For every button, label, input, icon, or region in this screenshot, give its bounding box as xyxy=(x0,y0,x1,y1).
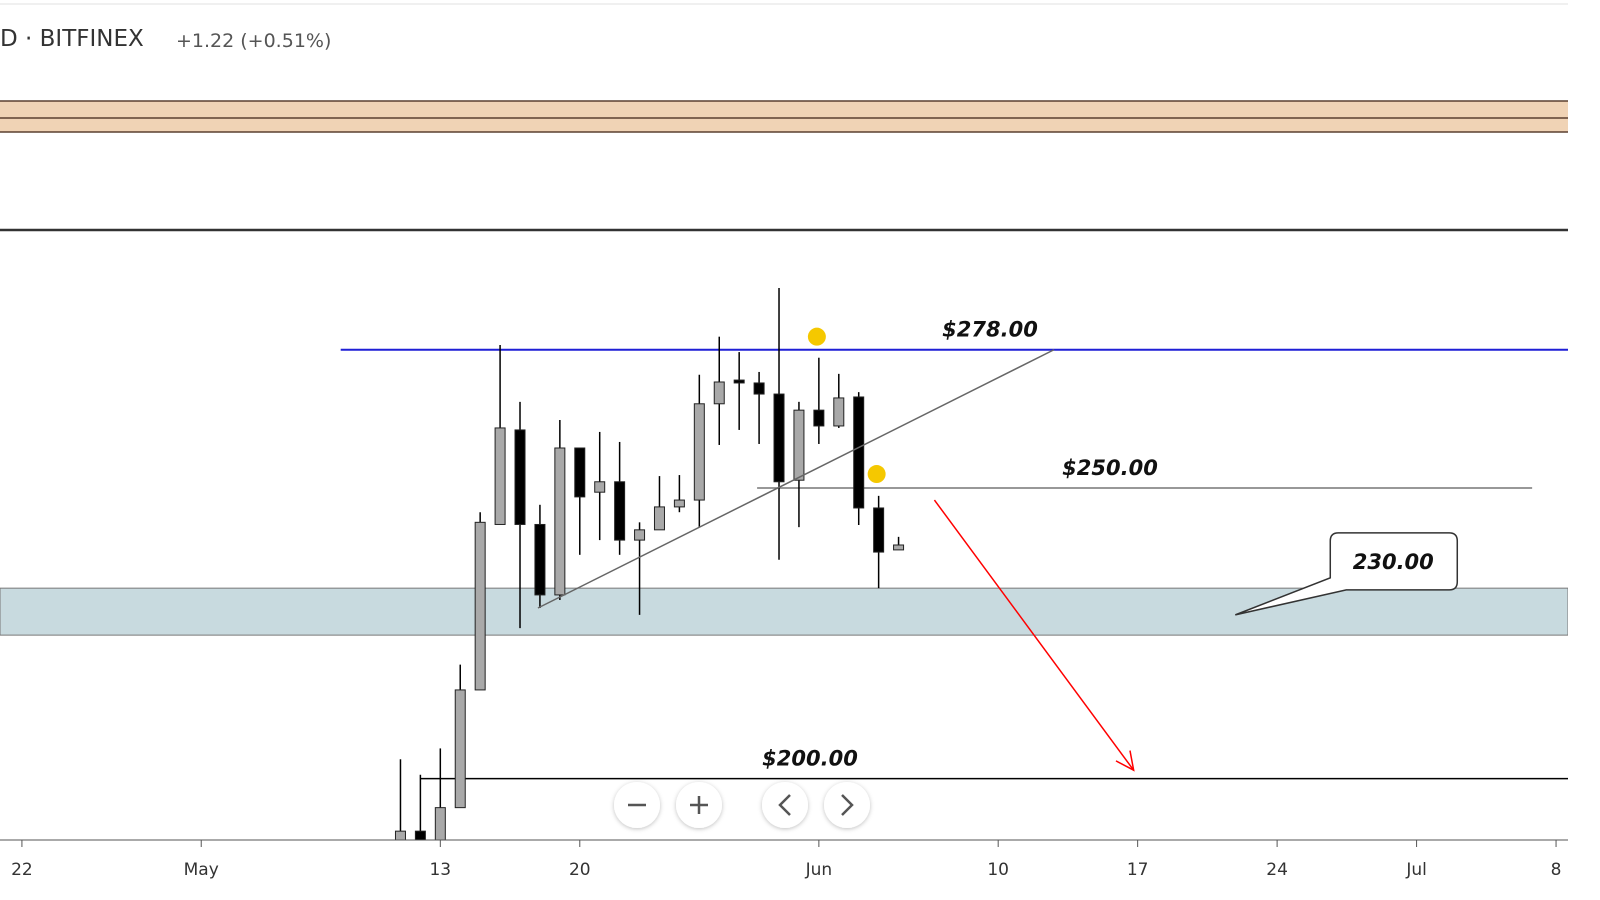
callout-box xyxy=(1234,532,1459,616)
candle-body xyxy=(673,499,685,508)
x-tick-label: 10 xyxy=(987,860,1009,880)
level-label: $200.00 xyxy=(762,747,858,771)
scroll-left[interactable] xyxy=(762,782,808,828)
arrow xyxy=(933,499,1135,771)
x-tick-label: 20 xyxy=(569,860,591,880)
band xyxy=(0,101,1568,132)
x-tick-label: 13 xyxy=(429,860,451,880)
x-tick-label: Jun xyxy=(805,860,833,880)
candle-body xyxy=(454,689,466,809)
candle-body xyxy=(893,544,905,551)
candle-body xyxy=(634,529,646,541)
candle-body xyxy=(713,381,725,405)
callout-label: 230.00 xyxy=(1353,550,1434,574)
candle-body xyxy=(434,807,446,840)
candle-body xyxy=(554,447,566,596)
level-label: $278.00 xyxy=(942,318,1038,342)
plot xyxy=(0,287,1568,840)
support-zone xyxy=(0,587,1568,636)
symbol: D · BITFINEX xyxy=(0,26,144,52)
candle-body xyxy=(693,403,705,501)
zoom-out[interactable] xyxy=(614,782,660,828)
scroll-right[interactable] xyxy=(824,782,870,828)
trendline xyxy=(537,349,1055,609)
x-tick-label: Jul xyxy=(1405,860,1427,880)
candle-body xyxy=(853,396,865,509)
signal-dot xyxy=(807,327,826,346)
candle-body xyxy=(514,429,526,525)
candle-body xyxy=(773,393,785,483)
candle-body xyxy=(394,830,406,840)
arrow-head xyxy=(1115,750,1135,772)
candle-body xyxy=(653,506,665,531)
x-axis-ticks: 22 May 13 20 Jun 10 17 24 Jul 8 xyxy=(11,840,1561,880)
nav-buttons xyxy=(614,782,870,828)
candle-body xyxy=(733,379,745,384)
x-tick-label: 22 xyxy=(11,860,33,880)
candle-body xyxy=(873,507,885,553)
x-tick-label: May xyxy=(184,860,219,880)
candle-body xyxy=(594,481,606,493)
signal-dot xyxy=(867,465,886,484)
candle-body xyxy=(574,447,586,498)
x-tick-label: 17 xyxy=(1127,860,1149,880)
overlay: $278.00 $250.00 $200.00 230.00 xyxy=(537,318,1459,772)
zoom-in[interactable] xyxy=(676,782,722,828)
x-tick-label: 24 xyxy=(1266,860,1288,880)
x-tick-label: 8 xyxy=(1551,860,1562,880)
candle-body xyxy=(414,830,426,840)
candle-body xyxy=(534,523,546,596)
change: +1.22 (+0.51%) xyxy=(176,30,331,52)
candle-body xyxy=(793,409,805,481)
candle-body xyxy=(813,409,825,427)
candle-body xyxy=(614,481,626,541)
candle-body xyxy=(474,521,486,691)
candle-body xyxy=(833,397,845,427)
level-label: $250.00 xyxy=(1062,456,1158,480)
candle-body xyxy=(753,382,765,395)
candle-body xyxy=(494,427,506,525)
